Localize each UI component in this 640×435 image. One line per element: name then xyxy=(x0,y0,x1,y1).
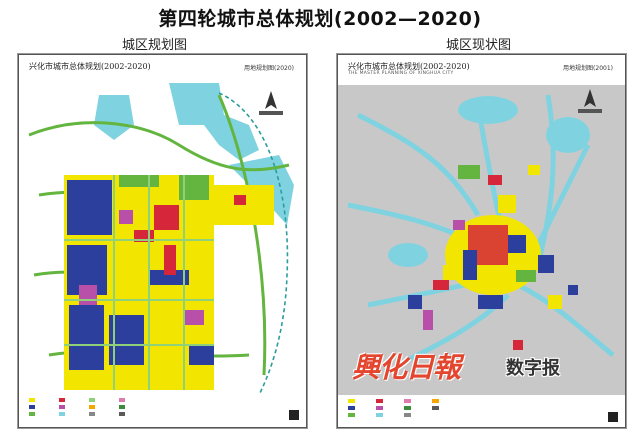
status-map-graphic xyxy=(338,55,625,425)
left-panel-caption: 城区规划图 xyxy=(122,38,188,53)
main-title: 第四轮城市总体规划(2002—2020) xyxy=(158,8,482,30)
newspaper-logo: 興化日報 xyxy=(352,351,461,384)
right-panel-caption: 城区现状图 xyxy=(446,38,512,53)
planning-map: 兴化市城市总体规划(2002-2020) 用地规划图(2020) xyxy=(18,54,307,428)
compass-icon xyxy=(259,91,283,115)
compass-icon xyxy=(578,89,602,113)
planning-map-title: 兴化市城市总体规划(2002-2020) xyxy=(29,62,151,71)
planning-map-graphic xyxy=(19,55,306,427)
planning-map-header: 兴化市城市总体规划(2002-2020) 用地规划图(2020) xyxy=(19,55,306,83)
digital-edition-label: 数字报 xyxy=(506,358,560,379)
status-map-subtitle: 用地规划图(2001) xyxy=(563,65,613,72)
status-map-title: 兴化市城市总体规划(2002-2020) xyxy=(348,62,470,71)
status-map-header: 兴化市城市总体规划(2002-2020) THE MASTER PLANNING… xyxy=(338,55,625,83)
status-map-title-en: THE MASTER PLANNING OF XINGHUA CITY xyxy=(348,71,454,76)
planning-map-subtitle: 用地规划图(2020) xyxy=(244,65,294,72)
newspaper-watermark: 興化日報 数字报 xyxy=(352,346,612,386)
planning-legend xyxy=(25,395,300,421)
status-map: 兴化市城市总体规划(2002-2020) THE MASTER PLANNING… xyxy=(337,54,626,428)
status-legend xyxy=(342,395,621,425)
